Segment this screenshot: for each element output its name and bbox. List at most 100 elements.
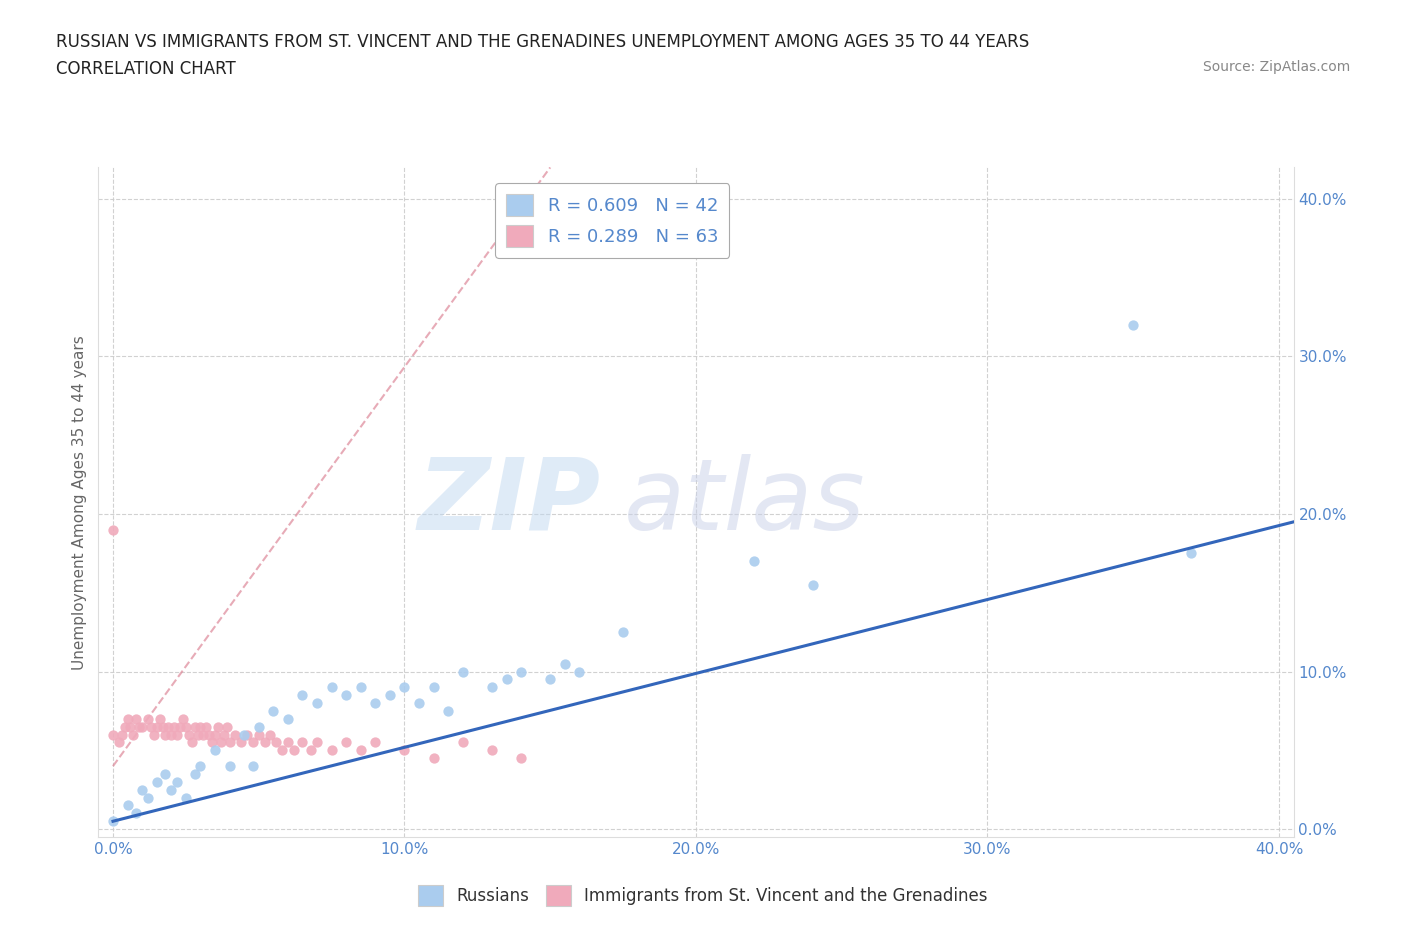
Point: [437, 703, 460, 718]
Point: [394, 743, 416, 758]
Point: [335, 688, 357, 703]
Point: [247, 727, 270, 742]
Point: [321, 743, 343, 758]
Point: [139, 719, 162, 734]
Point: [350, 743, 373, 758]
Point: [183, 719, 205, 734]
Point: [271, 743, 294, 758]
Point: [291, 735, 314, 750]
Point: [155, 727, 177, 742]
Point: [510, 664, 533, 679]
Point: [262, 703, 284, 718]
Y-axis label: Unemployment Among Ages 35 to 44 years: Unemployment Among Ages 35 to 44 years: [72, 335, 87, 670]
Point: [364, 696, 387, 711]
Point: [215, 719, 238, 734]
Point: [233, 727, 256, 742]
Text: Source: ZipAtlas.com: Source: ZipAtlas.com: [1202, 60, 1350, 74]
Point: [190, 759, 212, 774]
Point: [160, 782, 183, 797]
Point: [166, 775, 188, 790]
Text: RUSSIAN VS IMMIGRANTS FROM ST. VINCENT AND THE GRENADINES UNEMPLOYMENT AMONG AGE: RUSSIAN VS IMMIGRANTS FROM ST. VINCENT A…: [56, 33, 1029, 50]
Point: [242, 735, 264, 750]
Point: [378, 688, 401, 703]
Point: [218, 759, 240, 774]
Point: [612, 625, 634, 640]
Point: [742, 554, 765, 569]
Point: [131, 719, 153, 734]
Point: [195, 719, 218, 734]
Point: [117, 711, 139, 726]
Point: [190, 719, 212, 734]
Point: [218, 735, 240, 750]
Point: [136, 790, 159, 805]
Point: [101, 814, 124, 829]
Point: [510, 751, 533, 765]
Point: [169, 719, 191, 734]
Point: [101, 523, 124, 538]
Point: [149, 711, 172, 726]
Point: [117, 798, 139, 813]
Point: [422, 680, 444, 695]
Point: [174, 790, 197, 805]
Point: [481, 680, 503, 695]
Point: [264, 735, 287, 750]
Point: [136, 711, 159, 726]
Point: [204, 743, 226, 758]
Point: [224, 727, 246, 742]
Point: [801, 578, 824, 592]
Point: [198, 727, 221, 742]
Point: [180, 735, 202, 750]
Point: [305, 696, 328, 711]
Point: [186, 727, 208, 742]
Point: [145, 719, 167, 734]
Point: [201, 735, 224, 750]
Point: [163, 719, 186, 734]
Point: [335, 735, 357, 750]
Point: [451, 735, 474, 750]
Point: [177, 727, 200, 742]
Point: [259, 727, 281, 742]
Point: [193, 727, 215, 742]
Point: [247, 719, 270, 734]
Point: [236, 727, 259, 742]
Legend: Russians, Immigrants from St. Vincent and the Grenadines: Russians, Immigrants from St. Vincent an…: [412, 879, 994, 912]
Point: [364, 735, 387, 750]
Point: [157, 719, 180, 734]
Point: [101, 727, 124, 742]
Point: [554, 657, 576, 671]
Point: [160, 727, 183, 742]
Point: [394, 680, 416, 695]
Point: [350, 680, 373, 695]
Point: [128, 719, 150, 734]
Point: [321, 680, 343, 695]
Point: [231, 735, 253, 750]
Point: [242, 759, 264, 774]
Point: [145, 775, 167, 790]
Point: [183, 766, 205, 781]
Point: [277, 711, 299, 726]
Point: [174, 719, 197, 734]
Point: [568, 664, 591, 679]
Point: [120, 719, 142, 734]
Point: [111, 727, 134, 742]
Point: [481, 743, 503, 758]
Point: [172, 711, 194, 726]
Text: ZIP: ZIP: [418, 454, 600, 551]
Point: [299, 743, 322, 758]
Point: [204, 727, 226, 742]
Point: [207, 719, 229, 734]
Point: [155, 766, 177, 781]
Point: [305, 735, 328, 750]
Point: [209, 735, 232, 750]
Point: [125, 711, 148, 726]
Point: [422, 751, 444, 765]
Point: [277, 735, 299, 750]
Text: atlas: atlas: [624, 454, 866, 551]
Point: [408, 696, 430, 711]
Text: CORRELATION CHART: CORRELATION CHART: [56, 60, 236, 78]
Point: [166, 727, 188, 742]
Point: [114, 719, 136, 734]
Point: [291, 688, 314, 703]
Point: [152, 719, 174, 734]
Point: [451, 664, 474, 679]
